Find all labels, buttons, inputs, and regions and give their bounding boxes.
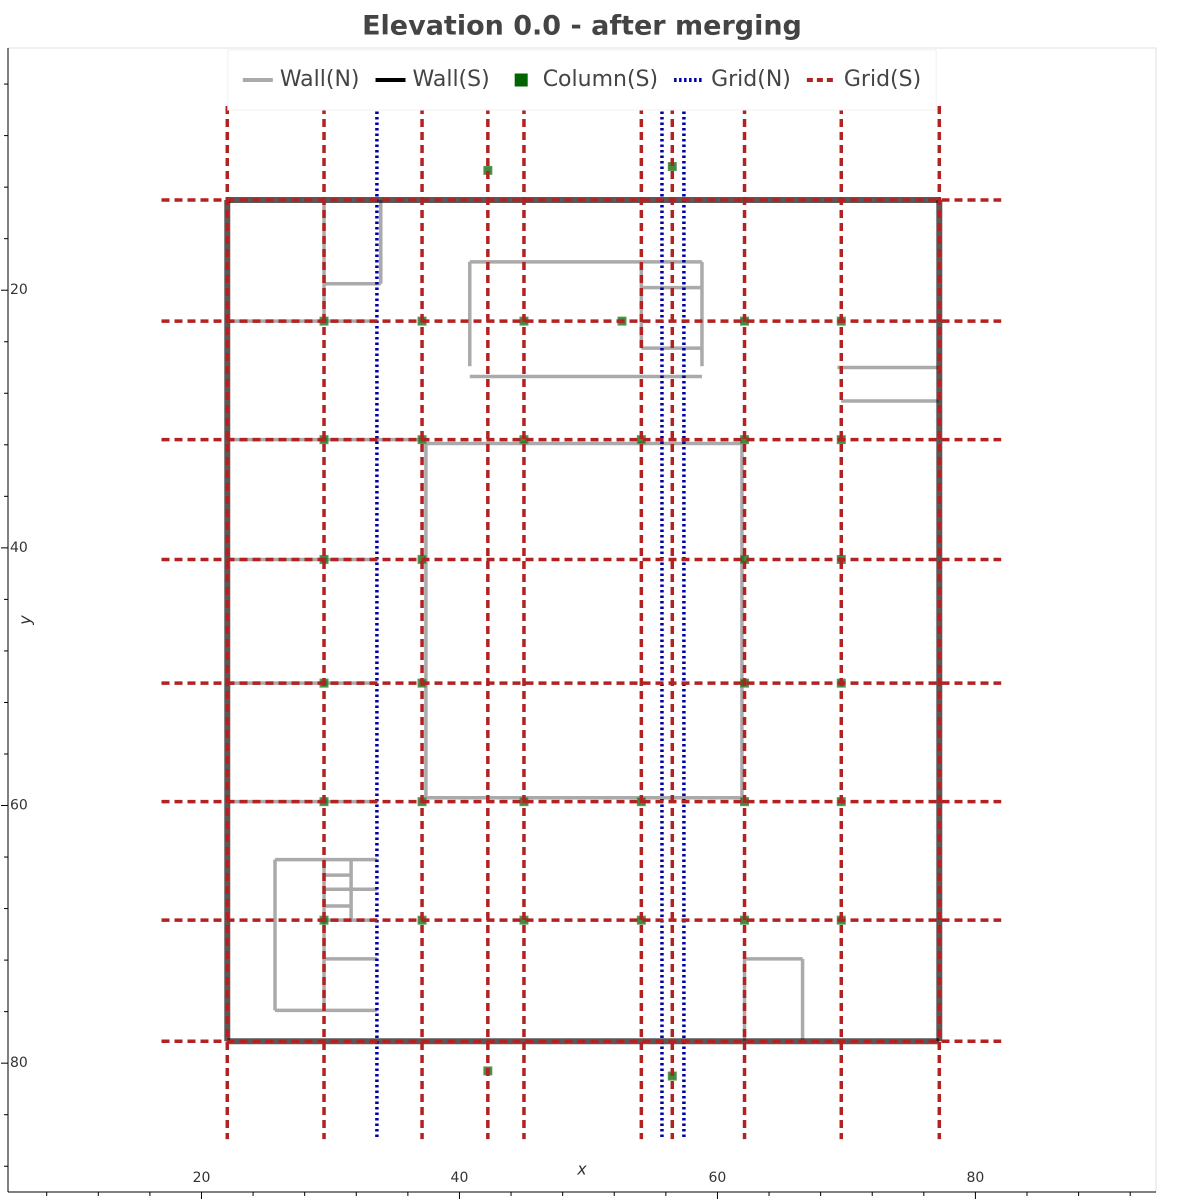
legend-item: Grid(N) [674, 67, 791, 92]
legend-label: Column(S) [543, 67, 658, 92]
x-tick-label: 40 [451, 1170, 469, 1186]
plot-area [7, 47, 1157, 1193]
legend-label: Grid(S) [844, 67, 921, 92]
legend-item: Column(S) [514, 67, 658, 92]
x-tick-label: 20 [193, 1170, 211, 1186]
y-tick-label: 20 [10, 282, 28, 298]
x-axis-label: x [576, 1160, 587, 1179]
legend-label: Wall(N) [280, 67, 360, 92]
y-tick-label: 40 [10, 540, 28, 556]
y-tick-label: 80 [10, 1055, 28, 1071]
x-tick-label: 80 [967, 1170, 985, 1186]
legend-label: Wall(S) [413, 67, 490, 92]
legend-item: Wall(S) [375, 67, 490, 92]
legend: Wall(N) Wall(S) Column(S) Grid(N) Grid(S) [227, 49, 937, 111]
axes: 20 40 60 80 20 40 60 80 [1, 83, 1131, 1199]
x-tick-label: 60 [709, 1170, 727, 1186]
legend-item: Grid(S) [806, 67, 921, 92]
y-tick-label: 60 [10, 798, 28, 814]
marks [161, 105, 1002, 1140]
legend-label: Grid(N) [711, 67, 791, 92]
legend-swatch [514, 73, 528, 87]
legend-item: Wall(N) [242, 67, 360, 92]
y-axis-label: y [16, 615, 35, 626]
chart-title: Elevation 0.0 - after merging [362, 11, 802, 42]
